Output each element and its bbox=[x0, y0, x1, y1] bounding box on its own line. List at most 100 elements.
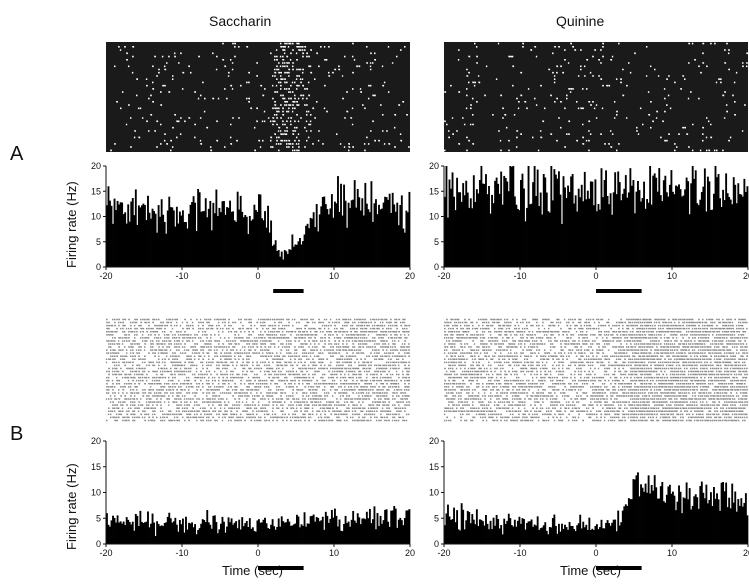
histogram-bar bbox=[261, 218, 263, 267]
histogram-bar bbox=[163, 523, 166, 544]
histogram-bar bbox=[175, 206, 178, 267]
histogram-bar bbox=[556, 533, 559, 544]
histogram-bar bbox=[675, 510, 677, 544]
histogram-bar bbox=[544, 522, 547, 544]
histogram-bar bbox=[501, 534, 504, 544]
histogram-bar bbox=[457, 529, 460, 544]
histogram-bar bbox=[533, 524, 536, 544]
histogram-bar bbox=[741, 506, 744, 544]
histogram-bar bbox=[235, 221, 238, 267]
histogram-bar bbox=[134, 513, 137, 544]
x-tick-label: 20 bbox=[743, 271, 749, 281]
histogram-bar bbox=[576, 211, 579, 267]
histogram-bars bbox=[444, 472, 749, 544]
y-tick-label: 0 bbox=[96, 539, 101, 549]
histogram-bar bbox=[661, 201, 664, 267]
histogram-bar bbox=[393, 505, 396, 544]
histogram-bar bbox=[456, 510, 459, 544]
histogram-bar bbox=[384, 196, 387, 267]
histogram-bar bbox=[486, 194, 489, 267]
histogram-bar bbox=[182, 518, 184, 544]
histogram-bar bbox=[703, 168, 706, 267]
histogram-bar bbox=[497, 183, 500, 267]
histogram-bar bbox=[548, 527, 551, 544]
histogram-bar bbox=[561, 523, 563, 544]
histogram-bar bbox=[391, 510, 394, 544]
histogram-bar bbox=[670, 493, 673, 544]
histogram-bar bbox=[373, 203, 376, 267]
x-tick-label: 20 bbox=[405, 271, 415, 281]
histogram-bar bbox=[693, 496, 696, 544]
histogram-bar bbox=[405, 210, 408, 267]
histogram-bar bbox=[570, 176, 573, 267]
histogram-bar bbox=[600, 168, 603, 267]
histogram-bar bbox=[273, 526, 276, 544]
histogram-bar bbox=[248, 518, 251, 544]
histogram-bar bbox=[603, 180, 606, 267]
histogram-bar bbox=[658, 498, 661, 544]
histogram-bar bbox=[125, 517, 128, 544]
histogram-bar bbox=[574, 195, 577, 267]
histogram-bar bbox=[212, 515, 215, 544]
histogram-bar bbox=[588, 198, 591, 267]
histogram-bar bbox=[638, 190, 641, 267]
histogram-bar bbox=[696, 497, 699, 544]
histogram-bar bbox=[156, 521, 159, 544]
histogram-bar bbox=[174, 517, 177, 544]
histogram-bar bbox=[510, 166, 513, 267]
histogram-bar bbox=[445, 166, 448, 267]
histogram-bar bbox=[596, 211, 598, 267]
histogram-bar bbox=[693, 178, 696, 267]
histogram-bar bbox=[292, 246, 295, 267]
histogram-bar bbox=[169, 207, 172, 267]
histogram-bar bbox=[186, 529, 189, 544]
histogram-bar bbox=[268, 528, 271, 544]
histogram-bar bbox=[708, 499, 711, 544]
histogram-bar bbox=[743, 502, 746, 544]
histogram-bar bbox=[541, 214, 544, 267]
histogram-bar bbox=[329, 208, 332, 267]
histogram-bar bbox=[624, 175, 627, 267]
histogram-bar bbox=[626, 197, 629, 267]
histogram-bar bbox=[285, 251, 288, 267]
histogram-bar bbox=[150, 218, 152, 267]
histogram-bar bbox=[738, 505, 741, 544]
histogram-bar bbox=[194, 524, 197, 544]
histogram-bar bbox=[168, 196, 171, 267]
histogram-bar bbox=[195, 231, 198, 267]
histogram-bar bbox=[242, 526, 245, 544]
histogram-bar bbox=[463, 195, 466, 267]
histogram-bar bbox=[250, 220, 253, 267]
histogram-bar bbox=[235, 521, 238, 544]
histogram-bar bbox=[291, 234, 294, 267]
x-tick-label: 0 bbox=[255, 271, 260, 281]
histogram-bar bbox=[713, 193, 715, 267]
histogram-bar bbox=[280, 516, 283, 544]
histogram-bar bbox=[483, 183, 486, 267]
histogram-bar bbox=[710, 492, 712, 544]
histogram-bar bbox=[347, 202, 350, 267]
histogram-bar bbox=[408, 509, 411, 544]
histogram-bars bbox=[106, 176, 411, 267]
histogram-bar bbox=[388, 193, 391, 267]
histogram-bar bbox=[634, 479, 636, 544]
histogram-bar bbox=[270, 524, 273, 544]
histogram-bar bbox=[658, 168, 661, 267]
x-tick-label: -20 bbox=[99, 548, 112, 558]
histogram-bar bbox=[729, 199, 732, 267]
histogram-bar bbox=[213, 213, 216, 267]
histogram-bar bbox=[720, 482, 723, 544]
histogram-bar bbox=[518, 516, 521, 544]
histogram-bar bbox=[567, 529, 569, 544]
histogram-bar bbox=[406, 212, 409, 267]
raster-spikes bbox=[105, 318, 411, 422]
histogram-bar bbox=[399, 517, 402, 544]
histogram-bar bbox=[131, 521, 134, 544]
panel-a-saccharin: -20 -10 0 10 20 0 5 10 15 20 bbox=[91, 42, 415, 293]
histogram-bar bbox=[119, 521, 122, 544]
histogram-bar bbox=[308, 523, 311, 544]
histogram-bar bbox=[384, 509, 387, 544]
histogram-bar bbox=[475, 509, 478, 544]
x-tick-label: 10 bbox=[667, 271, 677, 281]
histogram-bar bbox=[547, 211, 550, 267]
